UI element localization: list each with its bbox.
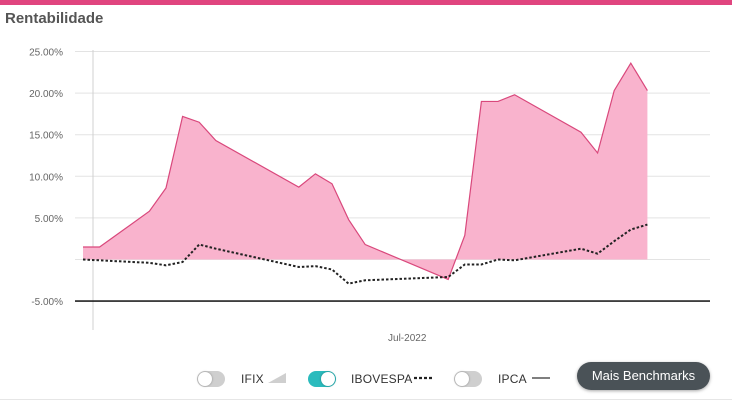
legend-ipca-label: IPCA (498, 372, 527, 386)
more-benchmarks-button[interactable]: Mais Benchmarks (577, 362, 710, 390)
portfolio-area (83, 63, 648, 280)
section-title: Rentabilidade (5, 10, 104, 27)
ibovespa-line (82, 223, 648, 285)
accent-top-bar (0, 0, 732, 5)
portfolio-line (83, 61, 648, 281)
toggle-knob (198, 372, 212, 386)
y-tick-label: 20.00% (29, 89, 63, 100)
profitability-chart: 25.00% 20.00% 15.00% 10.00% 5.00% -5.00% Jul-2… (29, 48, 710, 344)
y-tick-label: -5.00% (31, 297, 63, 308)
toggle-knob (321, 372, 335, 386)
bottom-divider (0, 399, 732, 400)
ibovespa-toggle[interactable] (308, 371, 336, 387)
area-icon (268, 373, 286, 383)
y-tick-label: 5.00% (35, 214, 63, 225)
legend-ibovespa-label: IBOVESPA (351, 372, 413, 386)
toggle-knob (455, 372, 469, 386)
y-tick-label: 25.00% (29, 48, 63, 59)
y-tick-label: 15.00% (29, 131, 63, 142)
x-tick-label: Jul-2022 (388, 333, 427, 344)
benchmark-legend: IFIX IBOVESPA IPCA Mais Benchmarks (0, 360, 732, 400)
dotted-line-icon (414, 376, 432, 380)
solid-line-icon (532, 377, 550, 379)
y-tick-label: 10.00% (29, 172, 63, 183)
ipca-toggle[interactable] (454, 371, 482, 387)
ifix-toggle[interactable] (197, 371, 225, 387)
legend-ifix-label: IFIX (241, 372, 264, 386)
